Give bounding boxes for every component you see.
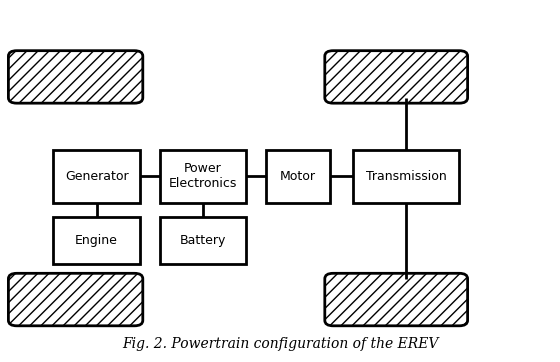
- Bar: [353, 150, 459, 203]
- Text: Fig. 2. Powertrain configuration of the EREV: Fig. 2. Powertrain configuration of the …: [122, 337, 438, 351]
- Text: Generator: Generator: [65, 170, 128, 183]
- FancyBboxPatch shape: [8, 51, 143, 103]
- Text: Transmission: Transmission: [366, 170, 446, 183]
- Text: Power
Electronics: Power Electronics: [169, 163, 237, 190]
- Bar: [160, 217, 246, 264]
- Text: Engine: Engine: [75, 234, 118, 247]
- Bar: [266, 150, 330, 203]
- Bar: [53, 150, 140, 203]
- Text: Battery: Battery: [180, 234, 226, 247]
- Bar: [160, 150, 246, 203]
- FancyBboxPatch shape: [8, 273, 143, 326]
- Bar: [53, 217, 140, 264]
- FancyBboxPatch shape: [325, 273, 468, 326]
- Text: Motor: Motor: [280, 170, 316, 183]
- FancyBboxPatch shape: [325, 51, 468, 103]
